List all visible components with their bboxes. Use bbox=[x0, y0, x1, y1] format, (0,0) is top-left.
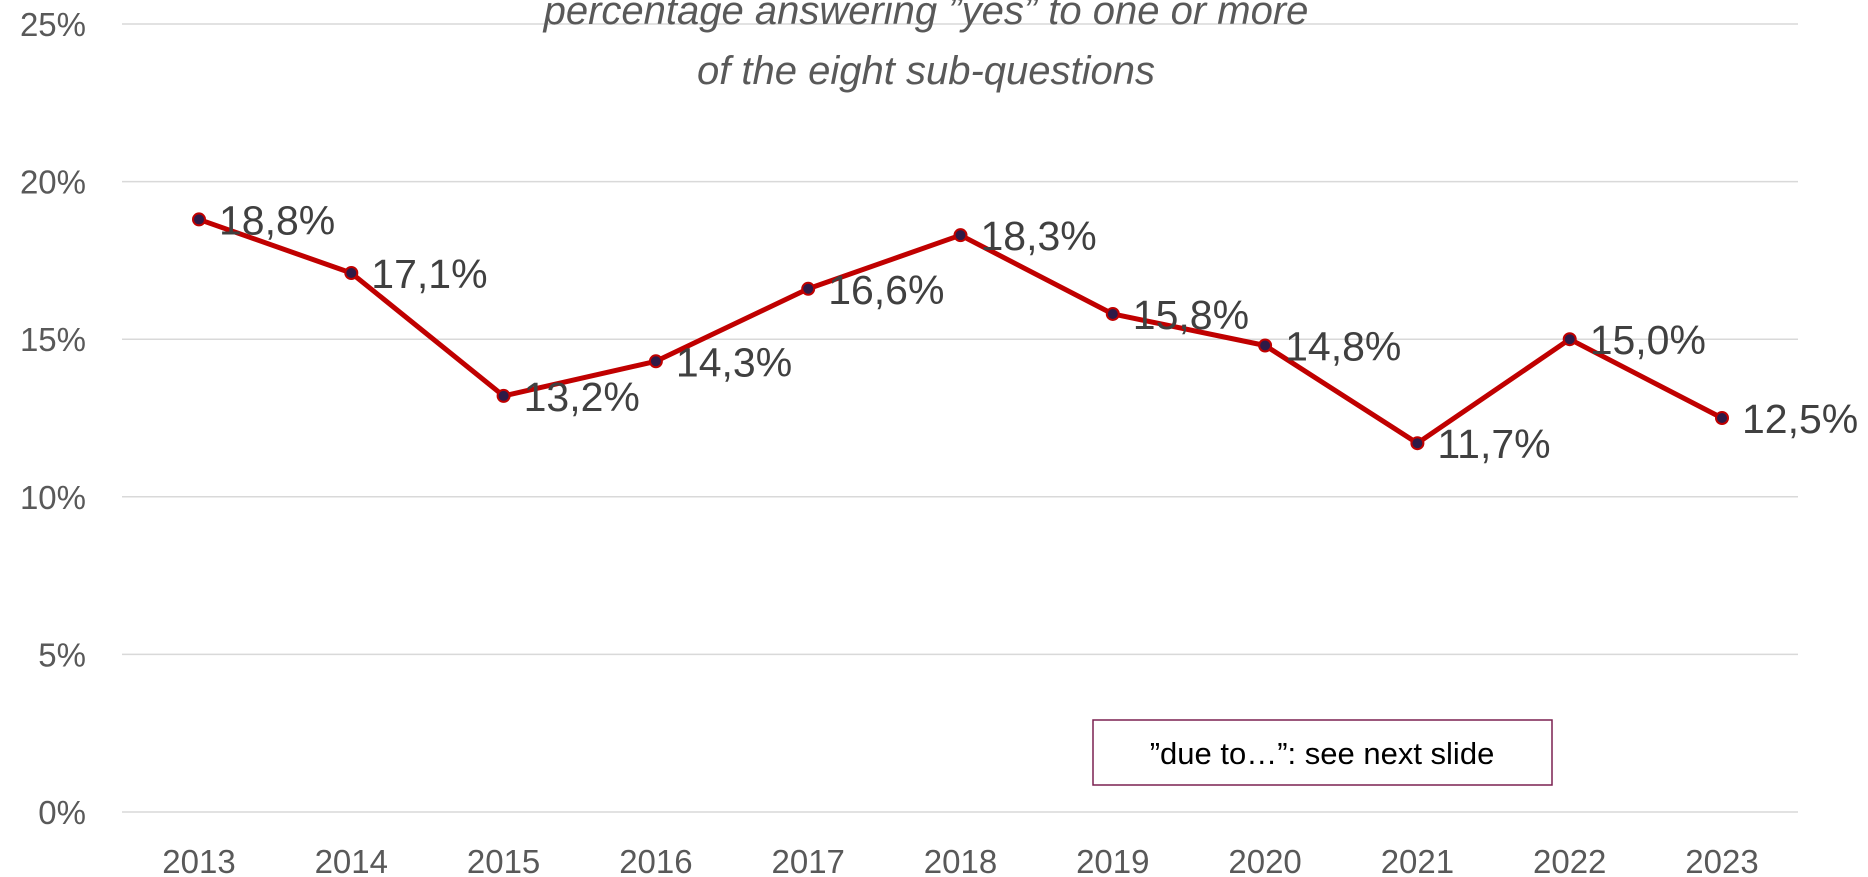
x-tick-label: 2015 bbox=[467, 843, 540, 877]
x-tick-label: 2019 bbox=[1076, 843, 1149, 877]
data-label: 12,5% bbox=[1742, 396, 1858, 442]
chart-title-line-2: of the eight sub-questions bbox=[697, 49, 1155, 93]
x-tick-label: 2021 bbox=[1381, 843, 1454, 877]
data-label: 15,0% bbox=[1590, 317, 1706, 363]
data-point bbox=[953, 228, 968, 243]
y-tick-label: 20% bbox=[20, 164, 86, 201]
note-box: ”due to…”: see next slide bbox=[1092, 719, 1553, 786]
x-tick-label: 2017 bbox=[771, 843, 844, 877]
x-tick-label: 2020 bbox=[1228, 843, 1301, 877]
note-text: ”due to…”: see next slide bbox=[1150, 736, 1495, 771]
x-axis-ticks: 2013 2014 2015 2016 2017 2018 2019 2020 2021 2022… bbox=[162, 843, 1758, 877]
note-box-border bbox=[1092, 719, 1553, 786]
data-label: 14,3% bbox=[676, 339, 792, 385]
data-label: 11,7% bbox=[1437, 421, 1550, 467]
data-label: 18,3% bbox=[981, 213, 1097, 259]
x-tick-label: 2023 bbox=[1685, 843, 1758, 877]
data-label: 13,2% bbox=[524, 374, 640, 420]
y-tick-label: 15% bbox=[20, 321, 86, 358]
data-label: 14,8% bbox=[1285, 324, 1401, 370]
data-point bbox=[648, 354, 663, 369]
data-point bbox=[1410, 436, 1425, 451]
data-labels: 18,8% 17,1% 13,2% 14,3% 16,6% 18,3% 15,8% 14,8%… bbox=[219, 197, 1858, 467]
data-point bbox=[1715, 411, 1729, 425]
y-tick-label: 5% bbox=[38, 636, 86, 673]
y-tick-label: 25% bbox=[20, 6, 86, 43]
data-label: 15,8% bbox=[1133, 292, 1249, 338]
gridlines bbox=[122, 23, 1798, 813]
data-label: 18,8% bbox=[219, 197, 335, 243]
data-point bbox=[496, 388, 511, 403]
x-tick-label: 2013 bbox=[162, 843, 235, 877]
y-axis-ticks: 0% 5% 10% 15% 20% 25% bbox=[20, 6, 86, 831]
x-tick-label: 2022 bbox=[1533, 843, 1606, 877]
data-point bbox=[1562, 332, 1577, 347]
x-tick-label: 2018 bbox=[924, 843, 997, 877]
y-tick-label: 0% bbox=[38, 794, 86, 831]
data-markers bbox=[192, 212, 1729, 451]
data-point bbox=[192, 212, 206, 227]
y-tick-label: 10% bbox=[20, 479, 86, 516]
data-point bbox=[1105, 306, 1120, 321]
data-point bbox=[801, 281, 816, 296]
data-label: 17,1% bbox=[371, 251, 487, 297]
chart-title-line-1: percentage answering ”yes” to one or mor… bbox=[543, 0, 1309, 33]
x-tick-label: 2014 bbox=[315, 843, 388, 877]
data-point bbox=[1258, 338, 1273, 353]
x-tick-label: 2016 bbox=[619, 843, 692, 877]
data-label: 16,6% bbox=[828, 267, 944, 313]
data-point bbox=[344, 266, 359, 281]
